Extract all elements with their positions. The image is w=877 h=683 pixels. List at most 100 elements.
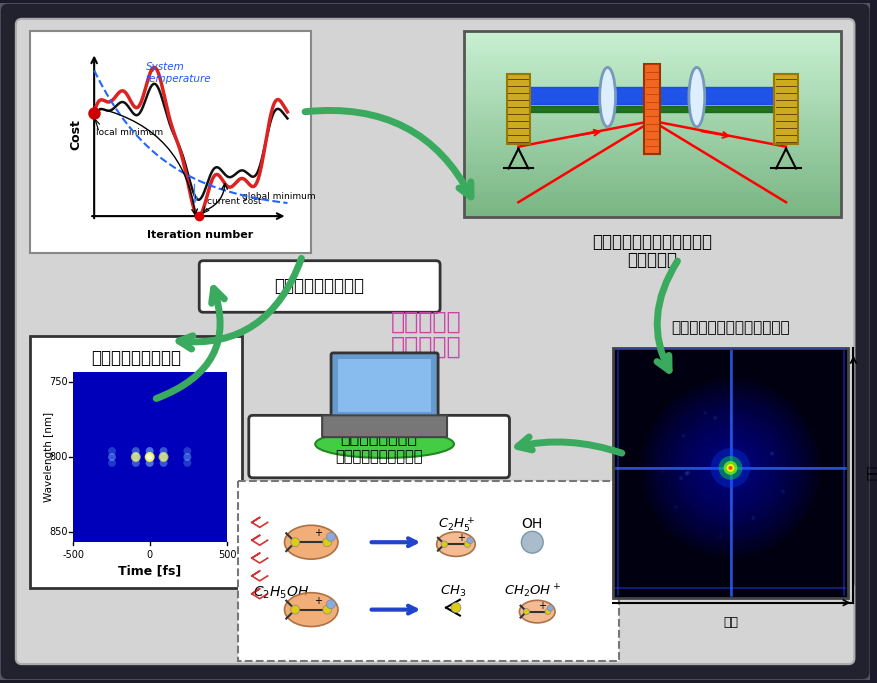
Bar	[463, 171, 839, 175]
Bar	[74, 372, 227, 542]
Ellipse shape	[284, 525, 338, 559]
Circle shape	[464, 541, 470, 547]
FancyBboxPatch shape	[30, 31, 310, 253]
Text: 応制御実験: 応制御実験	[390, 335, 461, 359]
Circle shape	[705, 443, 754, 492]
Circle shape	[467, 537, 473, 544]
Circle shape	[147, 454, 152, 460]
Bar	[463, 211, 839, 215]
FancyBboxPatch shape	[238, 481, 617, 661]
Bar	[463, 124, 839, 128]
Text: 波形整形器: 波形整形器	[626, 251, 676, 269]
Text: 750: 750	[49, 376, 68, 387]
Bar	[463, 161, 839, 165]
Circle shape	[709, 448, 750, 488]
Circle shape	[546, 605, 553, 611]
Circle shape	[645, 384, 814, 552]
Circle shape	[728, 466, 731, 470]
Circle shape	[678, 476, 682, 480]
Bar	[463, 96, 839, 100]
FancyBboxPatch shape	[322, 415, 446, 437]
Bar	[463, 201, 839, 206]
Circle shape	[108, 459, 116, 467]
Circle shape	[290, 538, 299, 546]
Circle shape	[108, 453, 116, 461]
Text: 最適化されたレーザーパルス: 最適化されたレーザーパルス	[670, 320, 789, 335]
FancyBboxPatch shape	[644, 64, 660, 154]
Circle shape	[108, 447, 116, 455]
Circle shape	[712, 416, 717, 420]
Ellipse shape	[284, 593, 338, 626]
Circle shape	[523, 609, 529, 615]
Bar	[463, 195, 839, 199]
Text: -500: -500	[62, 550, 84, 560]
Text: $CH_2OH^+$: $CH_2OH^+$	[503, 583, 560, 600]
Circle shape	[717, 534, 722, 538]
Bar	[463, 137, 839, 141]
Circle shape	[183, 453, 191, 461]
Bar	[463, 74, 839, 79]
Circle shape	[685, 471, 689, 475]
Bar	[463, 133, 839, 137]
Bar	[463, 127, 839, 131]
Circle shape	[160, 447, 168, 455]
Bar	[463, 117, 839, 122]
Bar	[463, 43, 839, 47]
Bar	[463, 87, 839, 91]
Circle shape	[726, 464, 734, 472]
Bar	[463, 158, 839, 162]
Text: $C_2H_5OH$: $C_2H_5OH$	[253, 585, 310, 601]
Circle shape	[700, 438, 759, 498]
Text: +: +	[314, 596, 322, 606]
Circle shape	[769, 451, 774, 456]
Text: 初期レーザーパルス: 初期レーザーパルス	[90, 349, 181, 367]
Bar	[463, 189, 839, 193]
Circle shape	[683, 472, 688, 476]
Circle shape	[666, 404, 794, 532]
Bar	[463, 165, 839, 169]
Bar	[463, 99, 839, 103]
Text: 信号: 信号	[866, 465, 877, 480]
Text: $CH_3$: $CH_3$	[439, 584, 466, 599]
Circle shape	[709, 448, 750, 488]
Bar	[463, 180, 839, 184]
Bar	[463, 71, 839, 75]
Text: +: +	[538, 600, 545, 611]
Bar	[463, 81, 839, 85]
Bar	[463, 40, 839, 44]
Circle shape	[655, 393, 804, 542]
Bar	[463, 68, 839, 72]
Bar	[463, 145, 839, 150]
Bar	[463, 37, 839, 41]
Bar	[463, 192, 839, 196]
Bar	[463, 62, 839, 66]
Circle shape	[670, 408, 789, 527]
FancyBboxPatch shape	[16, 19, 853, 664]
Ellipse shape	[599, 68, 615, 127]
Bar	[463, 143, 839, 147]
Bar	[463, 83, 839, 87]
Circle shape	[674, 505, 677, 509]
Bar	[463, 167, 839, 171]
Circle shape	[132, 447, 139, 455]
Ellipse shape	[315, 430, 453, 458]
Circle shape	[451, 602, 460, 613]
FancyBboxPatch shape	[774, 74, 797, 143]
Text: 光・物質相互作用: 光・物質相互作用	[339, 430, 417, 445]
FancyBboxPatch shape	[331, 353, 438, 418]
Bar	[463, 59, 839, 63]
Circle shape	[690, 428, 769, 507]
Circle shape	[681, 434, 685, 438]
Circle shape	[183, 447, 191, 455]
Text: 時間: 時間	[722, 615, 738, 628]
Circle shape	[702, 411, 707, 415]
Text: フェムト秒レーザーパルス: フェムト秒レーザーパルス	[591, 233, 711, 251]
Text: Cost: Cost	[70, 120, 82, 150]
Circle shape	[326, 600, 335, 609]
Bar	[463, 102, 839, 107]
Text: OH: OH	[521, 518, 542, 531]
Bar	[463, 199, 839, 203]
Circle shape	[160, 453, 168, 461]
Bar	[463, 93, 839, 97]
Circle shape	[146, 453, 153, 461]
